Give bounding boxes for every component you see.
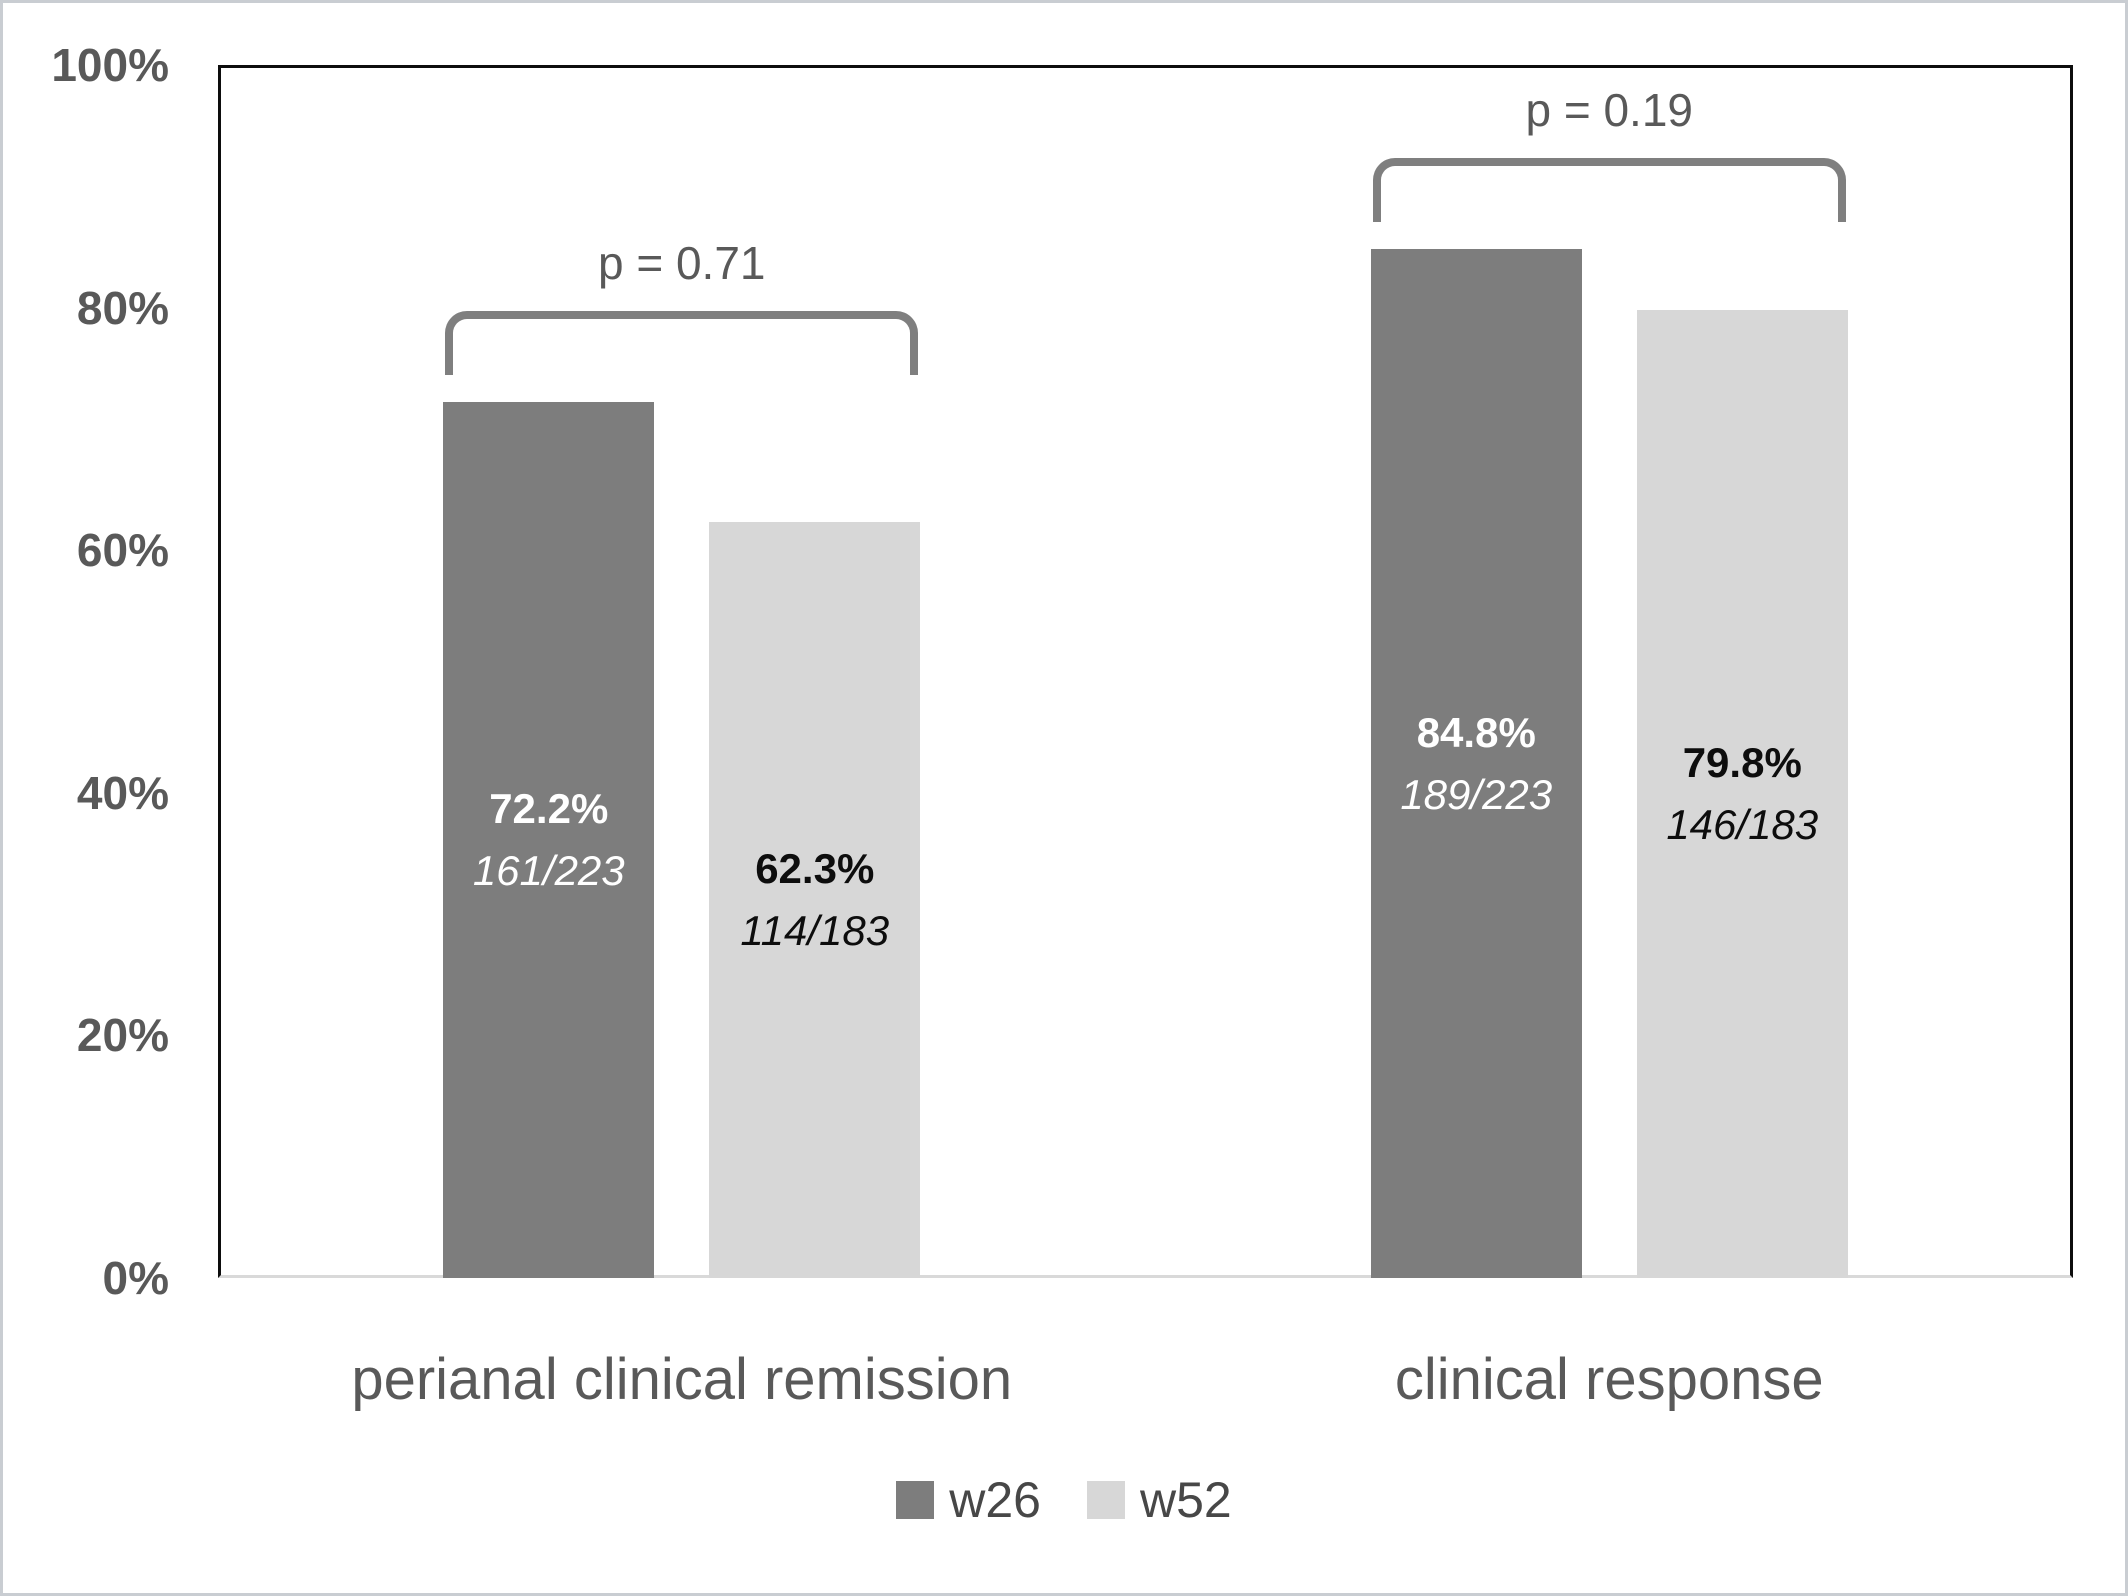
bar-w52-remission: 62.3% 114/183 xyxy=(709,522,921,1278)
category-label: clinical response xyxy=(1394,1347,1824,1412)
bar-fraction-label: 161/223 xyxy=(472,847,625,895)
y-axis-tick-label: 80% xyxy=(76,281,169,334)
bar-fraction-label: 114/183 xyxy=(740,907,890,955)
bar-w52-response: 79.8% 146/183 xyxy=(1636,310,1848,1278)
legend-swatch-w26 xyxy=(896,1481,935,1519)
bar-value-label: 84.8% xyxy=(1416,708,1536,756)
bar-value-label: 62.3% xyxy=(755,845,875,893)
y-axis-tick-label: 100% xyxy=(51,39,169,91)
bar-w26-response: 84.8% 189/223 xyxy=(1370,249,1582,1278)
legend-swatch-w52 xyxy=(1087,1481,1125,1519)
y-axis-tick-label: 60% xyxy=(76,524,169,577)
significance-bracket xyxy=(445,311,919,376)
category-label: perianal clinical remission xyxy=(351,1347,1013,1412)
y-axis-tick-label: 0% xyxy=(102,1252,169,1304)
p-value-label: p = 0.19 xyxy=(1525,84,1694,137)
bar-value-label: 72.2% xyxy=(489,785,609,833)
bar-value-label: 79.8% xyxy=(1682,739,1802,786)
legend-item-w52: w52 xyxy=(1087,1471,1232,1529)
significance-bracket xyxy=(1372,158,1846,223)
bar-fraction-label: 189/223 xyxy=(1400,770,1553,818)
legend-label: w52 xyxy=(1140,1472,1232,1528)
bar-fraction-label: 146/183 xyxy=(1666,801,1819,848)
y-axis-tick-label: 40% xyxy=(76,766,169,819)
legend-item-w26: w26 xyxy=(896,1471,1041,1529)
legend: w26 w52 xyxy=(3,1471,2125,1529)
p-value-label: p = 0.71 xyxy=(597,237,766,290)
legend-label: w26 xyxy=(949,1472,1041,1528)
bar-w26-remission: 72.2% 161/223 xyxy=(443,402,655,1278)
y-axis-tick-label: 20% xyxy=(76,1009,169,1062)
